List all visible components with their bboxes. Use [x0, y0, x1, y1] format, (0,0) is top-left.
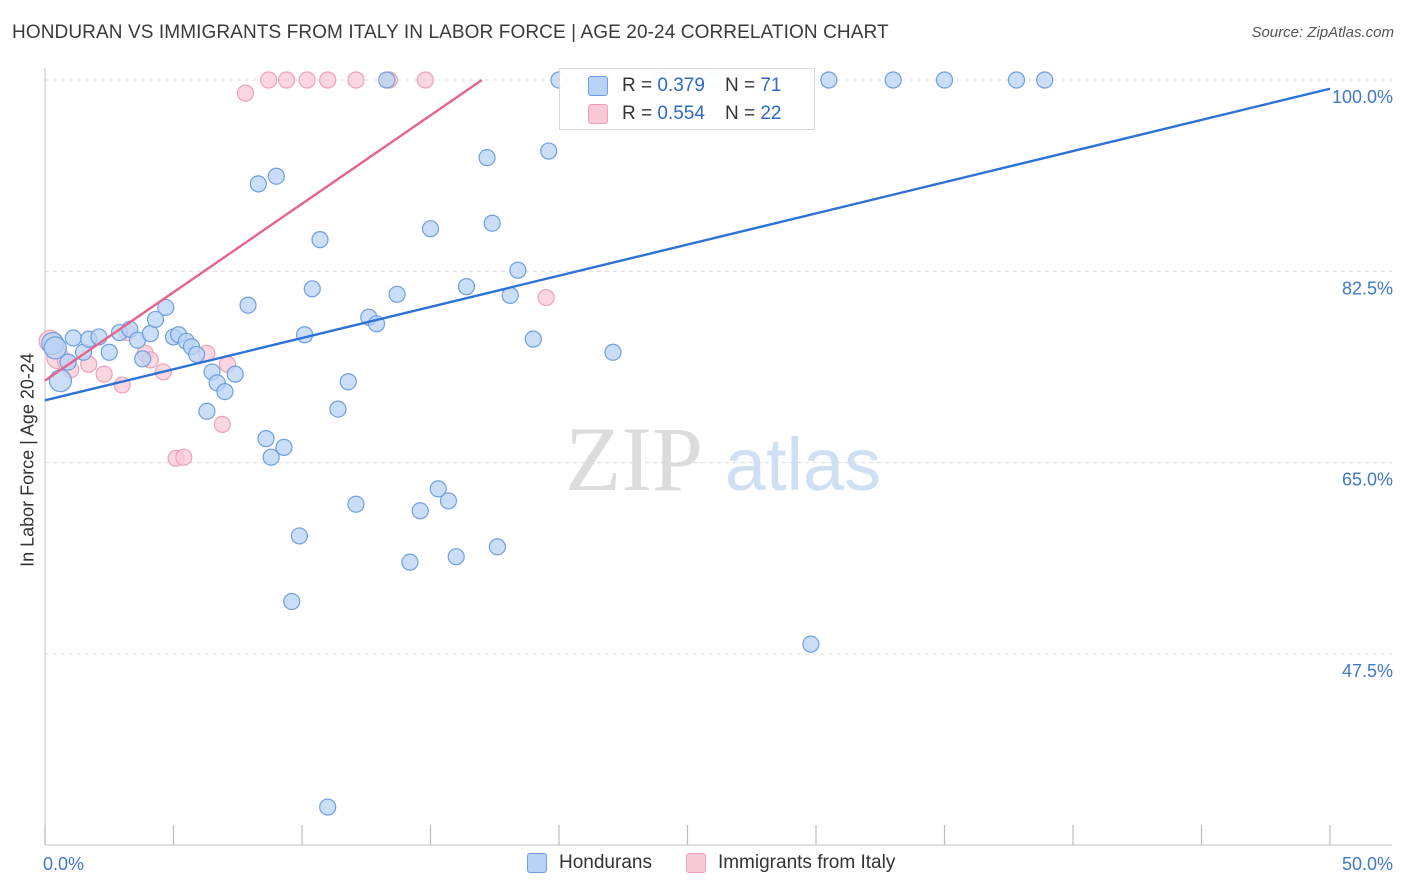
honduran-point: [378, 71, 396, 89]
honduran-point: [339, 373, 357, 391]
honduran-point: [290, 527, 309, 545]
hondurans-swatch: [588, 76, 608, 96]
honduran-point: [329, 400, 347, 418]
honduran-point: [439, 492, 458, 510]
x-tick-label: 50.0%: [1342, 854, 1393, 874]
watermark-zip: ZIP: [565, 408, 703, 510]
legend-item-italy[interactable]: Immigrants from Italy: [685, 852, 896, 874]
honduran-point: [43, 336, 67, 360]
watermark: ZIP atlas: [565, 408, 881, 510]
honduran-point: [64, 329, 82, 347]
honduran-point: [141, 325, 159, 343]
honduran-point: [262, 448, 280, 466]
italy-swatch: [588, 104, 608, 124]
r-value: 0.379: [657, 75, 705, 96]
n-label: N =: [724, 75, 756, 96]
honduran-point: [295, 326, 314, 344]
stats-row-italy: R = 0.554 N = 22: [560, 100, 781, 128]
legend-label: Hondurans: [559, 852, 652, 873]
y-tick-label: 82.5%: [1342, 278, 1393, 298]
y-tick-label: 47.5%: [1342, 661, 1393, 681]
honduran-point: [198, 402, 216, 420]
honduran-point: [604, 343, 622, 361]
honduran-point: [146, 310, 165, 329]
honduran-point: [134, 350, 152, 368]
data-points: [38, 71, 1054, 816]
honduran-point: [884, 71, 902, 89]
x-tick-label: 0.0%: [43, 854, 84, 874]
stats-row-hondurans: R = 0.379 N = 71: [560, 72, 781, 100]
honduran-point: [1007, 71, 1026, 89]
honduran-point: [267, 167, 285, 185]
honduran-point: [488, 538, 506, 556]
italy-point: [416, 71, 434, 89]
honduran-point: [457, 278, 476, 296]
trend-lines: [44, 79, 1331, 402]
honduran-point: [226, 365, 244, 383]
honduran-point: [216, 383, 234, 401]
honduran-point: [303, 280, 321, 298]
tick-labels: 47.5% 65.0% 82.5% 100.0% 0.0% 50.0%: [43, 87, 1393, 874]
hondurans-swatch: [527, 853, 547, 873]
honduran-point: [275, 438, 293, 456]
italy-point: [95, 365, 113, 383]
r-label: R =: [622, 75, 653, 96]
honduran-point: [447, 548, 465, 566]
honduran-point: [157, 298, 175, 317]
honduran-point: [411, 502, 429, 520]
n-label: N =: [724, 103, 756, 124]
honduran-point: [249, 175, 267, 193]
honduran-point: [421, 220, 440, 238]
italy-point: [175, 448, 193, 466]
italy-point: [236, 84, 255, 102]
honduran-point: [820, 71, 838, 89]
italy-trend-line: [44, 79, 483, 382]
honduran-point: [257, 430, 275, 448]
n-value: 22: [760, 103, 782, 124]
honduran-point: [319, 798, 337, 816]
honduran-point: [429, 480, 447, 498]
honduran-point: [509, 261, 527, 279]
n-value: 71: [760, 75, 782, 96]
bottom-legend: Hondurans Immigrants from Italy: [527, 852, 929, 874]
honduran-point: [540, 142, 558, 160]
italy-point: [277, 71, 296, 89]
r-label: R =: [622, 103, 653, 124]
honduran-point: [478, 149, 496, 167]
italy-point: [319, 71, 337, 89]
legend-label: Immigrants from Italy: [717, 852, 896, 873]
y-tick-label: 100.0%: [1332, 87, 1393, 107]
honduran-point: [483, 214, 501, 232]
watermark-atlas: atlas: [725, 423, 881, 506]
italy-point: [213, 415, 231, 433]
honduran-point: [347, 495, 365, 513]
honduran-point: [311, 231, 329, 249]
honduran-point: [802, 635, 820, 653]
honduran-point: [100, 343, 118, 361]
honduran-trend-line: [44, 87, 1331, 402]
r-value: 0.554: [657, 103, 705, 124]
honduran-point: [388, 285, 406, 303]
italy-point: [347, 71, 365, 89]
stats-legend: R = 0.379 N = 71 R = 0.554 N = 22: [559, 68, 815, 130]
grid-lines: [45, 79, 1392, 655]
honduran-point: [239, 296, 257, 314]
honduran-point: [524, 330, 542, 348]
honduran-point: [935, 71, 954, 89]
y-tick-label: 65.0%: [1342, 470, 1393, 490]
italy-point: [298, 71, 316, 89]
honduran-point: [188, 345, 206, 364]
axes: [44, 68, 1392, 846]
italy-swatch: [685, 853, 706, 873]
honduran-point: [401, 553, 419, 571]
italy-point: [259, 71, 278, 89]
honduran-point: [1036, 71, 1054, 89]
legend-item-hondurans[interactable]: Hondurans: [527, 852, 652, 874]
italy-point: [537, 288, 555, 307]
honduran-point: [48, 369, 73, 393]
chart-title: HONDURAN VS IMMIGRANTS FROM ITALY IN LAB…: [12, 22, 889, 43]
source-label: Source: ZipAtlas.com: [1251, 24, 1394, 41]
honduran-point: [283, 592, 301, 611]
